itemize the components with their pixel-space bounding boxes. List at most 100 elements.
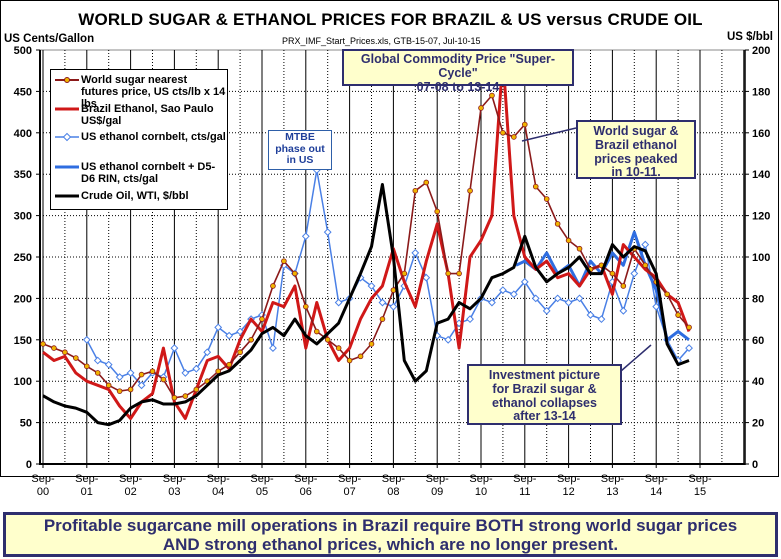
x-tick-label-bottom: 15 — [694, 486, 706, 498]
legend-label: US ethanol cornbelt + D5-D6 RIN, cts/gal — [81, 161, 216, 185]
x-tick-label-top: Sep- — [163, 473, 187, 485]
data-point-sugar — [532, 183, 539, 190]
data-point-sugar — [149, 368, 156, 375]
right-tick-label: 200 — [752, 45, 770, 57]
right-tick-label: 80 — [752, 293, 764, 305]
right-tick-label: 40 — [752, 376, 764, 388]
left-tick-label: 300 — [14, 211, 32, 223]
legend-item-brazil-ethanol: Brazil Ethanol, Sao Paulo US$/gal — [55, 103, 227, 127]
data-point-sugar — [259, 316, 265, 322]
data-point-sugar — [456, 270, 462, 277]
x-tick-label-bottom: 10 — [475, 486, 487, 498]
data-point-sugar — [302, 303, 309, 310]
data-point-sugar — [478, 105, 484, 111]
legend-item-us-ethanol: US ethanol cornbelt, cts/gal — [55, 131, 227, 143]
data-point-sugar — [116, 388, 123, 394]
right-tick-label: 100 — [752, 252, 770, 264]
data-point-us-ethanol — [367, 282, 376, 290]
data-point-sugar — [313, 328, 320, 335]
data-point-us-ethanol — [597, 315, 606, 324]
data-point-us-ethanol — [301, 232, 310, 241]
data-point-sugar — [73, 355, 79, 361]
legend-label: Crude Oil, WTI, $/bbl — [81, 190, 189, 202]
data-point-sugar — [642, 262, 649, 269]
data-point-sugar — [182, 393, 189, 399]
legend-label: US ethanol cornbelt, cts/gal — [81, 131, 226, 143]
x-tick-label-top: Sep- — [688, 473, 712, 485]
left-tick-label: 100 — [14, 376, 32, 388]
axes — [36, 49, 749, 468]
data-point-us-ethanol — [236, 327, 245, 336]
legend-label: Brazil Ethanol, Sao Paulo US$/gal — [81, 103, 214, 127]
data-point-us-ethanol — [115, 373, 124, 381]
data-point-sugar — [565, 237, 572, 244]
annotation-line: MTBE — [285, 131, 315, 143]
data-point-sugar — [511, 134, 517, 140]
data-point-us-ethanol — [542, 306, 551, 315]
x-tick-label-bottom: 04 — [212, 486, 224, 498]
data-point-sugar — [62, 349, 68, 356]
right-tick-label: 20 — [752, 418, 764, 430]
data-point-sugar — [401, 270, 408, 277]
super-cycle-annotation: Global Commodity Price "Super-Cycle" 07-… — [342, 49, 574, 93]
data-point-sugar — [434, 208, 441, 215]
data-point-sugar — [346, 357, 353, 364]
right-tick-label: 140 — [752, 169, 770, 181]
data-point-sugar — [105, 382, 112, 389]
conclusion-banner: Profitable sugarcane mill operations in … — [3, 512, 778, 557]
x-tick-label-top: Sep- — [645, 473, 669, 485]
data-point-sugar — [445, 270, 451, 277]
right-axis-title: US $/bbl — [726, 31, 773, 43]
annotation-line: for Brazil sugar & — [492, 381, 597, 396]
data-point-sugar — [281, 258, 287, 264]
x-tick-label-bottom: 06 — [300, 486, 312, 498]
data-point-us-ethanol — [641, 240, 650, 249]
series-line-brazil-ethanol-sao-paulo-us-gal — [42, 56, 691, 420]
x-tick-label-top: Sep- — [601, 473, 625, 485]
data-point-sugar — [675, 312, 681, 318]
data-point-us-ethanol — [509, 290, 518, 299]
data-point-us-ethanol — [126, 369, 135, 377]
data-point-us-ethanol — [685, 344, 693, 352]
data-point-sugar — [40, 341, 46, 347]
legend-item-us-ethanol-rin: US ethanol cornbelt + D5-D6 RIN, cts/gal — [55, 161, 227, 185]
x-tick-label-bottom: 09 — [431, 486, 443, 498]
legend-swatch-sugar — [55, 74, 79, 86]
data-point-sugar — [237, 349, 243, 356]
source-note: PRX_IMF_Start_Prices.xls, GTB-15-07, Jul… — [282, 36, 481, 46]
data-point-sugar — [489, 92, 495, 99]
peak-pointer-line — [521, 127, 577, 142]
annotation-line: in 10-11. — [611, 165, 661, 180]
series-line-crude-oil-wti-bbl — [42, 183, 690, 427]
x-tick-label-bottom: 07 — [343, 486, 355, 498]
x-tick-label-bottom: 13 — [606, 486, 618, 498]
annotation-line: prices peaked — [594, 151, 678, 166]
data-point-us-ethanol — [466, 315, 474, 324]
x-tick-label-top: Sep- — [338, 473, 362, 485]
legend-swatch-us-ethanol — [55, 131, 79, 143]
x-tick-label-bottom: 03 — [168, 486, 180, 498]
annotation-line: after 13-14 — [513, 409, 576, 424]
legend-item-sugar: World sugar nearest futures price, US ct… — [55, 74, 227, 110]
x-tick-label-top: Sep- — [426, 473, 450, 485]
data-point-sugar — [51, 345, 57, 351]
investment-annotation: Investment picture for Brazil sugar & et… — [467, 364, 622, 425]
data-point-sugar — [521, 121, 528, 128]
data-point-sugar — [84, 363, 90, 370]
x-tick-label-top: Sep- — [250, 473, 274, 485]
banner-line: Profitable sugarcane mill operations in … — [43, 516, 738, 535]
data-point-us-ethanol — [520, 277, 529, 286]
data-point-sugar — [423, 179, 430, 186]
data-point-sugar — [127, 386, 134, 393]
left-axis-title: US Cents/Gallon — [4, 33, 95, 45]
right-tick-label: 0 — [752, 459, 758, 471]
x-tick-label-bottom: 00 — [37, 486, 49, 498]
data-point-us-ethanol — [531, 294, 540, 303]
data-point-us-ethanol — [225, 331, 234, 340]
x-tick-label-top: Sep- — [469, 473, 493, 485]
data-point-us-ethanol — [488, 298, 496, 307]
data-point-sugar — [160, 376, 167, 383]
legend-swatch-us-ethanol-rin — [55, 161, 79, 173]
x-tick-label-bottom: 05 — [256, 486, 268, 498]
left-tick-label: 450 — [14, 86, 32, 98]
